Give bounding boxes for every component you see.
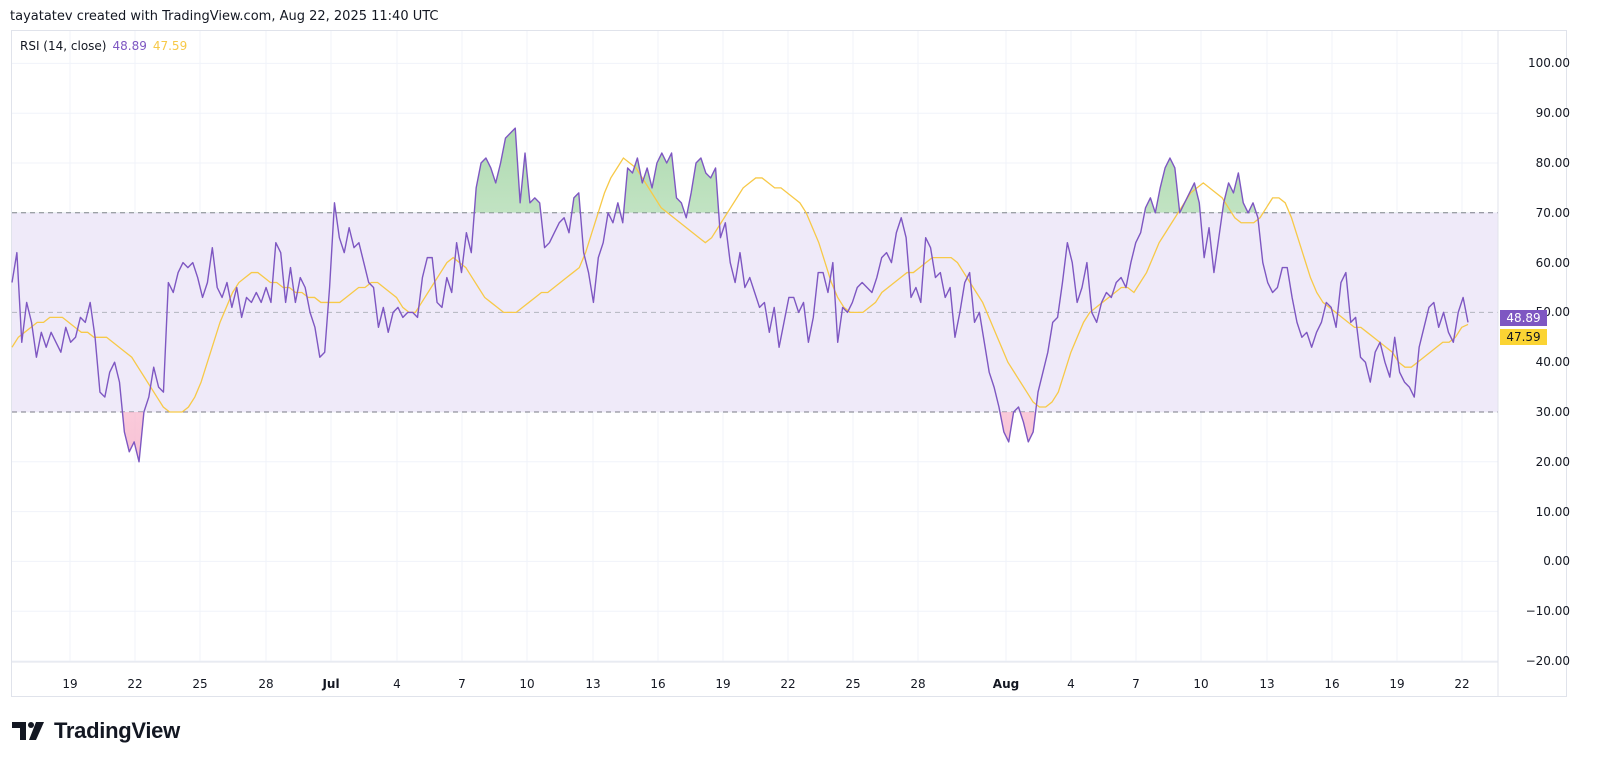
y-axis-label: 0.00 <box>1543 554 1570 569</box>
x-axis-label: 22 <box>127 677 143 691</box>
y-axis-label: 20.00 <box>1535 454 1570 469</box>
x-axis-label: 16 <box>650 677 666 691</box>
y-axis-label: −10.00 <box>1525 604 1570 619</box>
y-axis-label: 90.00 <box>1535 106 1570 121</box>
indicator-name: RSI (14, close) <box>20 39 107 53</box>
x-axis-label: 19 <box>715 677 731 691</box>
tradingview-logo-text: TradingView <box>54 718 180 743</box>
x-axis-label: 28 <box>910 677 926 691</box>
y-axis-label: 100.00 <box>1528 56 1570 71</box>
rsi-last-value-badge: 48.89 <box>1500 310 1547 326</box>
y-axis-label: 30.00 <box>1535 405 1570 419</box>
x-axis-label: Aug <box>992 677 1020 691</box>
x-axis-label: 10 <box>1193 677 1209 691</box>
tradingview-logo[interactable]: TradingView <box>12 718 180 744</box>
y-axis-label: 10.00 <box>1535 504 1570 519</box>
rsi-chart-plot[interactable] <box>0 0 1600 700</box>
x-axis-label: 10 <box>519 677 535 691</box>
ma-value: 47.59 <box>152 39 188 53</box>
y-axis-label: 70.00 <box>1535 205 1570 220</box>
rsi-value: 48.89 <box>112 39 147 53</box>
x-axis-label: 4 <box>393 677 401 691</box>
x-axis-label: 16 <box>1324 677 1340 691</box>
x-axis-label: 22 <box>1454 677 1470 691</box>
x-axis-label: 28 <box>258 677 274 691</box>
x-axis-label: 13 <box>585 677 601 691</box>
x-axis-label: 25 <box>845 677 861 691</box>
x-axis-label: 19 <box>62 677 78 691</box>
x-axis-label: Jul <box>322 677 340 691</box>
chart-attribution: tayatatev created with TradingView.com, … <box>10 9 439 24</box>
y-axis-label: 60.00 <box>1535 255 1570 270</box>
indicator-legend[interactable]: RSI (14, close) 48.89 47.59 <box>20 39 187 53</box>
y-axis-label: −20.00 <box>1525 654 1570 668</box>
x-axis-label: 19 <box>1389 677 1405 691</box>
tradingview-logo-icon <box>12 722 44 740</box>
x-axis-label: 4 <box>1067 677 1075 691</box>
x-axis-label: 7 <box>1132 677 1140 691</box>
y-axis-label: 40.00 <box>1535 355 1570 370</box>
y-axis-label: 80.00 <box>1535 156 1570 170</box>
x-axis-label: 7 <box>458 677 466 691</box>
x-axis-label: 25 <box>192 677 208 691</box>
x-axis-label: 22 <box>780 677 796 691</box>
x-axis-label: 13 <box>1259 677 1275 691</box>
ma-last-value-badge: 47.59 <box>1500 329 1547 345</box>
